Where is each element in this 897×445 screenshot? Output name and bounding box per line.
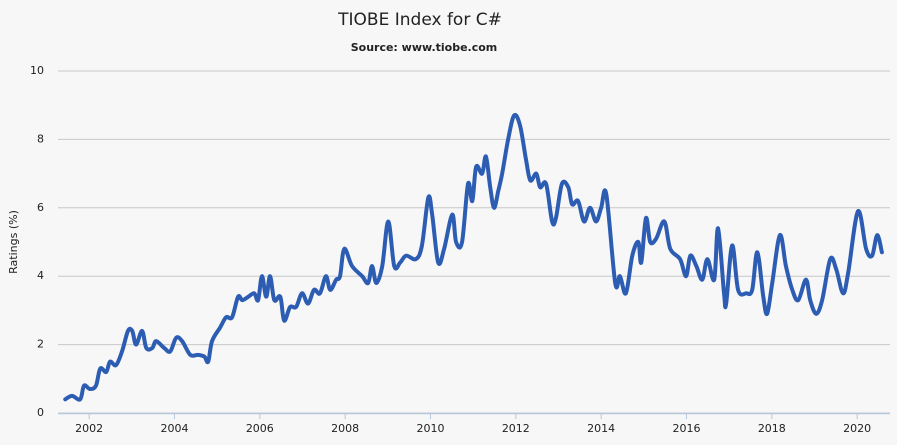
y-tick-label: 4 — [37, 269, 44, 282]
x-tick-label: 2012 — [502, 422, 530, 435]
chart-subtitle: Source: www.tiobe.com — [351, 41, 498, 54]
series-line — [63, 112, 884, 402]
x-tick-label: 2004 — [160, 422, 188, 435]
y-tick-label: 8 — [37, 132, 44, 145]
x-tick-label: 2006 — [246, 422, 274, 435]
x-tick-label: 2018 — [758, 422, 786, 435]
y-tick-label: 2 — [37, 338, 44, 351]
x-tick-label: 2016 — [672, 422, 700, 435]
y-tick-label: 10 — [30, 64, 44, 77]
y-tick-label: 0 — [37, 406, 44, 419]
y-axis-title: Ratings (%) — [7, 210, 20, 274]
x-tick-label: 2002 — [75, 422, 103, 435]
x-tick-label: 2014 — [587, 422, 615, 435]
y-tick-label: 6 — [37, 201, 44, 214]
x-tick-label: 2010 — [416, 422, 444, 435]
x-tick-label: 2008 — [331, 422, 359, 435]
x-tick-label: 2020 — [843, 422, 871, 435]
chart-title: TIOBE Index for C# — [337, 10, 502, 30]
